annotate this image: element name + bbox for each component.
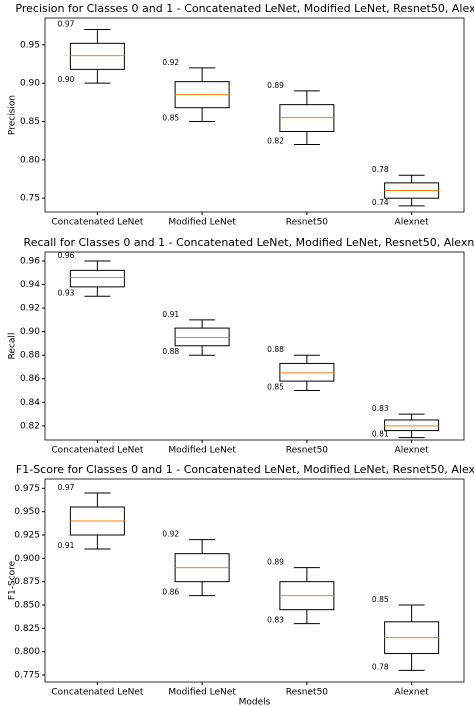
y-tick-label: 0.82 — [20, 421, 40, 431]
y-axis-label: Recall — [8, 333, 18, 360]
y-tick-label: 0.90 — [20, 327, 40, 337]
y-tick-label: 0.86 — [20, 374, 40, 384]
value-label-low: 0.78 — [372, 662, 389, 671]
y-tick-label: 0.950 — [14, 507, 40, 517]
value-label-low: 0.86 — [162, 588, 179, 597]
value-label-low: 0.74 — [372, 198, 389, 207]
x-tick-label: Alexnet — [395, 688, 430, 698]
value-label-high: 0.92 — [162, 58, 179, 67]
value-label-low: 0.81 — [372, 430, 389, 439]
value-label-high: 0.78 — [372, 165, 389, 174]
y-tick-label: 0.75 — [20, 194, 40, 204]
x-tick-label: Concatenated LeNet — [51, 218, 144, 228]
y-axis-label: Precision — [8, 95, 18, 135]
box — [69, 269, 125, 288]
box — [174, 327, 230, 347]
x-tick-label: Resnet50 — [286, 688, 329, 698]
value-label-low: 0.90 — [58, 75, 75, 84]
y-tick-label: 0.775 — [14, 671, 40, 681]
x-tick-label: Alexnet — [395, 218, 430, 228]
y-tick-label: 0.800 — [14, 647, 40, 657]
y-tick-label: 0.850 — [14, 601, 40, 611]
value-label-high: 0.89 — [267, 558, 284, 567]
y-tick-label: 0.92 — [20, 304, 40, 314]
box — [69, 42, 125, 70]
y-tick-label: 0.95 — [20, 40, 40, 50]
value-label-low: 0.85 — [267, 383, 284, 392]
plot-frame — [44, 478, 465, 683]
y-axis-label: F1-Score — [8, 560, 18, 600]
x-axis-label: Models — [239, 698, 271, 707]
box — [384, 419, 440, 432]
x-tick-label: Resnet50 — [286, 446, 329, 456]
y-tick-label: 0.96 — [20, 256, 40, 266]
plot-frame — [44, 17, 465, 213]
x-tick-label: Concatenated LeNet — [51, 446, 144, 456]
value-label-low: 0.83 — [267, 616, 284, 625]
value-label-low: 0.85 — [162, 114, 179, 123]
value-label-high: 0.83 — [372, 404, 389, 413]
y-tick-label: 0.94 — [20, 280, 40, 290]
value-label-high: 0.85 — [372, 595, 389, 604]
x-tick-label: Alexnet — [395, 446, 430, 456]
y-tick-label: 0.825 — [14, 624, 40, 634]
box — [279, 362, 335, 382]
value-label-high: 0.89 — [267, 81, 284, 90]
x-tick-label: Modified LeNet — [168, 446, 236, 456]
chart-title: F1-Score for Classes 0 and 1 - Concatena… — [16, 463, 474, 476]
y-tick-label: 0.975 — [14, 484, 40, 494]
value-label-low: 0.91 — [58, 541, 75, 550]
value-label-low: 0.88 — [162, 347, 179, 356]
value-label-low: 0.93 — [58, 288, 75, 297]
value-label-high: 0.91 — [162, 310, 179, 319]
chart-title: Recall for Classes 0 and 1 - Concatenate… — [24, 236, 474, 249]
y-tick-label: 0.88 — [20, 351, 40, 361]
x-tick-label: Modified LeNet — [168, 218, 236, 228]
value-label-high: 0.88 — [267, 345, 284, 354]
y-tick-label: 0.80 — [20, 155, 40, 165]
value-label-low: 0.82 — [267, 137, 284, 146]
y-tick-label: 0.925 — [14, 531, 40, 541]
x-tick-label: Modified LeNet — [168, 688, 236, 698]
chart-title: Precision for Classes 0 and 1 - Concaten… — [15, 2, 474, 15]
y-tick-label: 0.90 — [20, 79, 40, 89]
y-tick-label: 0.900 — [14, 554, 40, 564]
value-label-high: 0.97 — [58, 20, 75, 29]
value-label-high: 0.92 — [162, 530, 179, 539]
x-tick-label: Concatenated LeNet — [51, 688, 144, 698]
value-label-high: 0.97 — [58, 483, 75, 492]
y-tick-label: 0.84 — [20, 398, 40, 408]
value-label-high: 0.96 — [58, 251, 75, 260]
plot-frame — [44, 251, 465, 441]
y-tick-label: 0.875 — [14, 577, 40, 587]
y-tick-label: 0.85 — [20, 117, 40, 127]
x-tick-label: Resnet50 — [286, 218, 329, 228]
